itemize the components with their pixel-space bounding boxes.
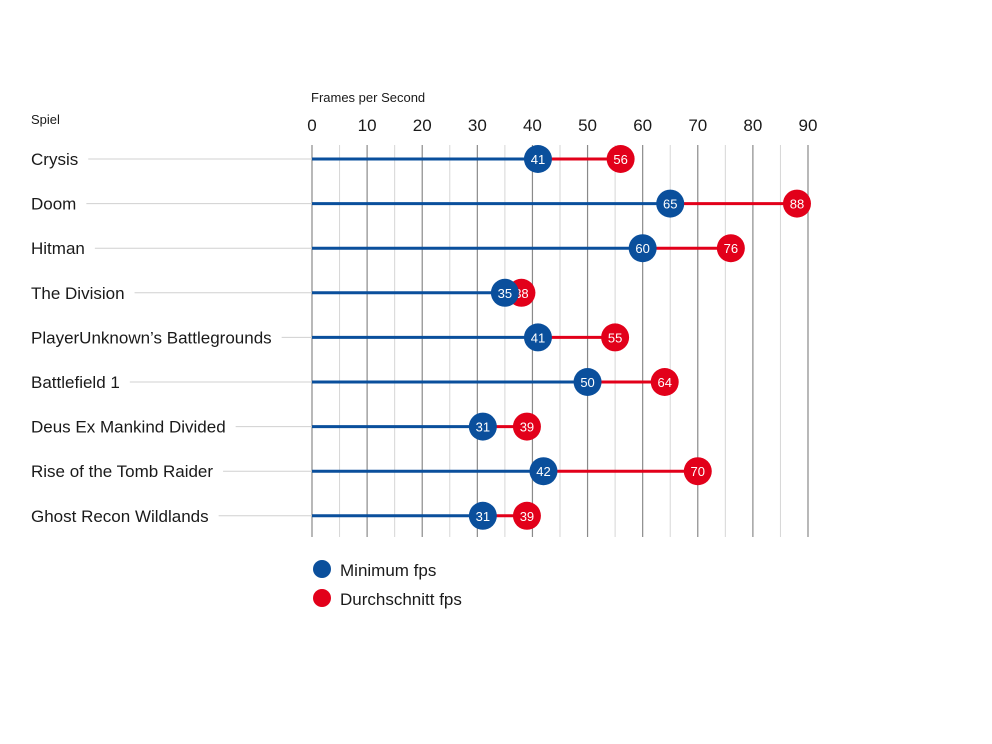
y-axis-title: Spiel bbox=[31, 112, 60, 127]
avg-value-label: 64 bbox=[657, 375, 671, 390]
min-dot bbox=[490, 278, 519, 307]
min-value-label: 60 bbox=[635, 241, 649, 256]
avg-dot bbox=[512, 501, 541, 530]
chart-row: Hitman 76 60 bbox=[31, 234, 745, 263]
min-value-label: 41 bbox=[531, 152, 545, 167]
rows: Crysis 56 41 Doom 88 65 Hitman 76 60 The Division… bbox=[31, 145, 811, 530]
x-tick-label: 60 bbox=[633, 116, 652, 135]
chart-row: Doom 88 65 bbox=[31, 189, 811, 218]
avg-value-label: 39 bbox=[520, 420, 534, 435]
legend-swatch bbox=[313, 589, 331, 607]
min-dot bbox=[468, 501, 497, 530]
avg-dot bbox=[683, 457, 712, 486]
category-label: PlayerUnknown’s Battlegrounds bbox=[31, 328, 272, 347]
chart-row: Crysis 56 41 bbox=[31, 145, 635, 173]
avg-dot bbox=[601, 323, 630, 352]
avg-dot bbox=[716, 234, 745, 263]
avg-value-label: 39 bbox=[520, 509, 534, 524]
category-label: Rise of the Tomb Raider bbox=[31, 462, 213, 481]
legend-label: Durchschnitt fps bbox=[340, 590, 462, 609]
x-tick-label: 70 bbox=[688, 116, 707, 135]
min-dot bbox=[523, 323, 552, 352]
x-tick-label: 90 bbox=[799, 116, 818, 135]
avg-value-label: 88 bbox=[790, 197, 804, 212]
legend-label: Minimum fps bbox=[340, 561, 436, 580]
chart-row: Rise of the Tomb Raider 70 42 bbox=[31, 457, 712, 486]
x-tick-label: 10 bbox=[358, 116, 377, 135]
legend-swatch bbox=[313, 560, 331, 578]
avg-value-label: 56 bbox=[613, 152, 627, 167]
min-dot bbox=[529, 457, 558, 486]
x-axis-title: Frames per Second bbox=[311, 90, 425, 105]
avg-value-label: 70 bbox=[691, 464, 705, 479]
min-value-label: 50 bbox=[580, 375, 594, 390]
x-tick-label: 80 bbox=[743, 116, 762, 135]
category-label: Battlefield 1 bbox=[31, 373, 120, 392]
chart-row: PlayerUnknown’s Battlegrounds 55 41 bbox=[31, 323, 630, 352]
min-value-label: 31 bbox=[476, 420, 490, 435]
min-dot bbox=[573, 368, 602, 396]
avg-dot bbox=[606, 145, 635, 173]
avg-dot bbox=[782, 189, 811, 218]
category-label: Deus Ex Mankind Divided bbox=[31, 418, 226, 437]
category-label: Doom bbox=[31, 195, 76, 214]
min-value-label: 35 bbox=[498, 286, 512, 301]
min-dot bbox=[628, 234, 657, 263]
min-value-label: 41 bbox=[531, 330, 545, 345]
category-label: Hitman bbox=[31, 239, 85, 258]
x-tick-label: 0 bbox=[307, 116, 316, 135]
chart-row: Deus Ex Mankind Divided 39 31 bbox=[31, 412, 541, 441]
min-value-label: 31 bbox=[476, 509, 490, 524]
x-tick-label: 20 bbox=[413, 116, 432, 135]
avg-dot bbox=[512, 412, 541, 441]
x-tick-label: 30 bbox=[468, 116, 487, 135]
legend-item: Durchschnitt fps bbox=[313, 589, 462, 609]
avg-dot bbox=[650, 368, 679, 396]
category-label: Crysis bbox=[31, 150, 78, 169]
x-tick-label: 50 bbox=[578, 116, 597, 135]
chart-row: Battlefield 1 64 50 bbox=[31, 368, 679, 396]
x-tick-labels: 0 10 20 30 40 50 60 70 80 90 bbox=[307, 116, 817, 135]
avg-value-label: 55 bbox=[608, 330, 622, 345]
legend: Minimum fps Durchschnitt fps bbox=[313, 560, 462, 609]
x-tick-label: 40 bbox=[523, 116, 542, 135]
legend-item: Minimum fps bbox=[313, 560, 436, 580]
min-dot bbox=[523, 145, 552, 173]
min-dot bbox=[468, 412, 497, 441]
min-dot bbox=[656, 189, 685, 218]
min-value-label: 65 bbox=[663, 197, 677, 212]
avg-value-label: 76 bbox=[724, 241, 738, 256]
min-value-label: 42 bbox=[536, 464, 550, 479]
category-label: Ghost Recon Wildlands bbox=[31, 507, 209, 526]
chart-row: Ghost Recon Wildlands 39 31 bbox=[31, 501, 541, 530]
category-label: The Division bbox=[31, 284, 125, 303]
